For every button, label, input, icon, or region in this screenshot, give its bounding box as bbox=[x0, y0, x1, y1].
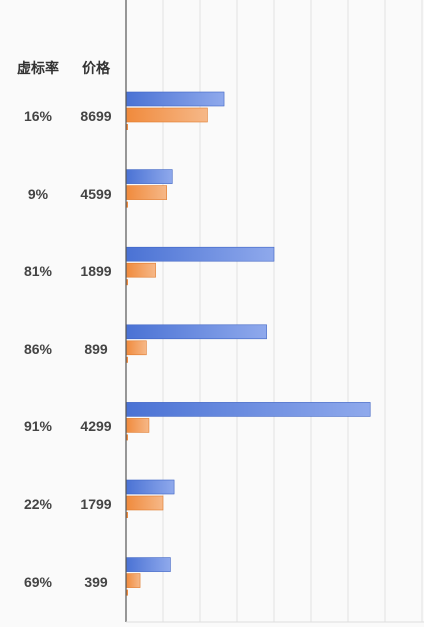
rate-label: 9% bbox=[27, 185, 49, 202]
rate-label: 22% bbox=[23, 496, 53, 512]
price-label: 899 bbox=[84, 340, 108, 357]
bar-marker bbox=[126, 356, 128, 363]
rate-label: 91% bbox=[23, 418, 53, 435]
bar-series-2 bbox=[125, 340, 147, 356]
price-label: 4299 bbox=[80, 418, 112, 435]
bar-series-2 bbox=[125, 262, 156, 278]
price-label: 1799 bbox=[80, 496, 112, 512]
bar-series-1 bbox=[125, 91, 225, 107]
bar-series-1 bbox=[125, 402, 371, 417]
bar-series-1 bbox=[125, 169, 173, 184]
bar-series-1 bbox=[125, 324, 267, 340]
rate-column-header: 虚标率 bbox=[17, 61, 59, 77]
price-label: 8699 bbox=[80, 108, 112, 124]
price-label: 4599 bbox=[80, 185, 112, 202]
bar-series-2 bbox=[125, 418, 150, 433]
bar-marker bbox=[126, 124, 128, 130]
price-label: 1899 bbox=[80, 263, 112, 280]
bar-marker bbox=[126, 201, 128, 208]
bar-series-2 bbox=[125, 573, 141, 588]
bar-series-1 bbox=[125, 246, 275, 262]
bar-marker bbox=[126, 279, 128, 286]
price-column-header: 价格 bbox=[82, 61, 110, 77]
rate-label: 86% bbox=[23, 340, 53, 357]
bar-series-2 bbox=[125, 185, 168, 200]
rate-label: 81% bbox=[23, 263, 53, 280]
bar-series-1 bbox=[125, 479, 175, 495]
rate-label: 69% bbox=[23, 573, 53, 590]
bar-series-2 bbox=[125, 107, 208, 123]
bar-series-1 bbox=[125, 557, 171, 572]
bar-marker bbox=[126, 434, 128, 441]
bar-series-2 bbox=[125, 495, 164, 511]
bar-marker bbox=[126, 589, 128, 596]
rate-label: 16% bbox=[23, 108, 53, 124]
bar-marker bbox=[126, 512, 128, 518]
price-label: 399 bbox=[84, 573, 108, 590]
